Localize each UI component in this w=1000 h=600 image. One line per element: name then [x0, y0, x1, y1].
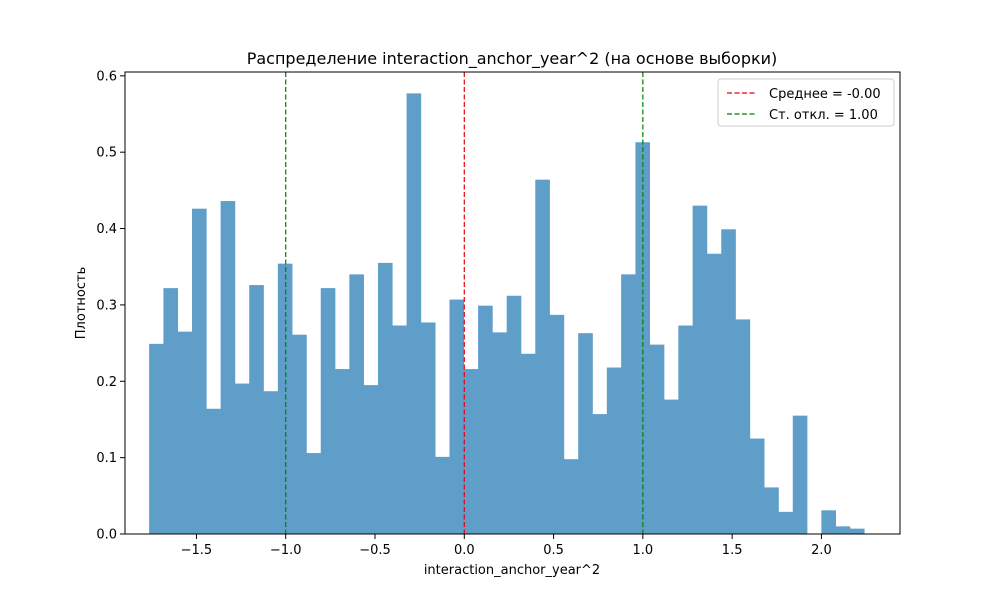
x-tick-label: −0.5: [359, 543, 391, 558]
y-tick-label: 0.2: [96, 375, 117, 390]
histogram-bar: [664, 399, 679, 534]
histogram-bar: [220, 201, 236, 534]
histogram-bar: [706, 253, 722, 534]
histogram-bar: [592, 414, 608, 534]
histogram-bar: [149, 343, 164, 534]
histogram-bar: [649, 344, 665, 534]
histogram-bar: [735, 319, 751, 534]
y-tick-label: 0.3: [96, 298, 117, 313]
y-tick-label: 0.1: [96, 451, 117, 466]
histogram-bar: [449, 299, 465, 534]
histogram-bar: [778, 511, 794, 534]
x-tick-label: 1.5: [722, 543, 743, 558]
histogram-bar: [320, 288, 336, 534]
histogram-bar: [420, 322, 436, 534]
legend-box: [717, 78, 895, 127]
y-axis-label: Плотность: [74, 267, 89, 339]
histogram-bar: [678, 325, 693, 534]
histogram-bar: [306, 453, 322, 534]
legend-std-label: Ст. откл. = 1.00: [769, 108, 878, 123]
histogram-bar: [206, 408, 221, 534]
histogram-bar: [721, 229, 736, 535]
histogram-bar: [363, 385, 379, 534]
histogram-bar: [435, 456, 450, 534]
histogram-bar: [792, 415, 808, 534]
legend: Среднее = -0.00 Ст. откл. = 1.00: [717, 78, 895, 127]
y-tick-label: 0.6: [96, 69, 117, 84]
histogram-bar: [163, 288, 179, 534]
histogram-bar: [549, 314, 565, 534]
x-tick-label: 2.0: [811, 543, 832, 558]
histogram-bar: [606, 367, 622, 534]
histogram-bar: [521, 353, 536, 534]
histogram-bar: [692, 205, 708, 535]
histogram-bar: [177, 331, 193, 534]
histogram-bar: [377, 262, 393, 534]
histogram-bar: [406, 93, 422, 534]
histogram-bar: [621, 274, 636, 534]
x-tick-label: 0.5: [543, 543, 564, 558]
histogram-bar: [764, 487, 779, 534]
histogram-bar: [506, 295, 522, 534]
x-axis-ticks: −1.5 −1.0 −0.5 0.0 0.5 1.0 1.5 2.0: [181, 534, 832, 558]
histogram-bar: [463, 369, 479, 534]
y-tick-label: 0.4: [96, 222, 117, 237]
x-tick-label: −1.5: [181, 543, 213, 558]
histogram-bars: [149, 93, 865, 535]
reference-lines: [285, 72, 644, 534]
histogram-bar: [849, 528, 865, 534]
histogram-bar: [263, 391, 279, 534]
legend-mean-label: Среднее = -0.00: [769, 87, 881, 102]
x-axis-label: interaction_anchor_year^2: [424, 563, 600, 578]
x-tick-label: 0.0: [454, 543, 475, 558]
x-tick-label: 1.0: [633, 543, 654, 558]
histogram-bar: [821, 510, 836, 534]
histogram-bar: [292, 334, 307, 534]
histogram-bar: [349, 274, 364, 534]
chart-title: Распределение interaction_anchor_year^2 …: [247, 49, 778, 69]
histogram-bar: [835, 526, 851, 534]
plot-frame: [124, 71, 901, 535]
y-axis-ticks: 0.0 0.1 0.2 0.3 0.4 0.5 0.6: [96, 69, 125, 543]
y-tick-label: 0.5: [96, 146, 117, 161]
histogram-bar: [578, 333, 593, 534]
y-tick-label: 0.0: [96, 528, 117, 543]
histogram-bar: [234, 383, 250, 534]
x-tick-label: −1.0: [270, 543, 302, 558]
histogram-bar: [492, 332, 507, 534]
histogram-bar: [478, 305, 493, 534]
histogram-bar: [535, 179, 550, 534]
histogram-bar: [249, 285, 264, 534]
histogram-bar: [192, 208, 207, 534]
histogram-bar: [335, 369, 350, 534]
histogram-bar: [749, 438, 765, 534]
histogram-bar: [563, 459, 579, 534]
histogram-bar: [392, 325, 407, 534]
